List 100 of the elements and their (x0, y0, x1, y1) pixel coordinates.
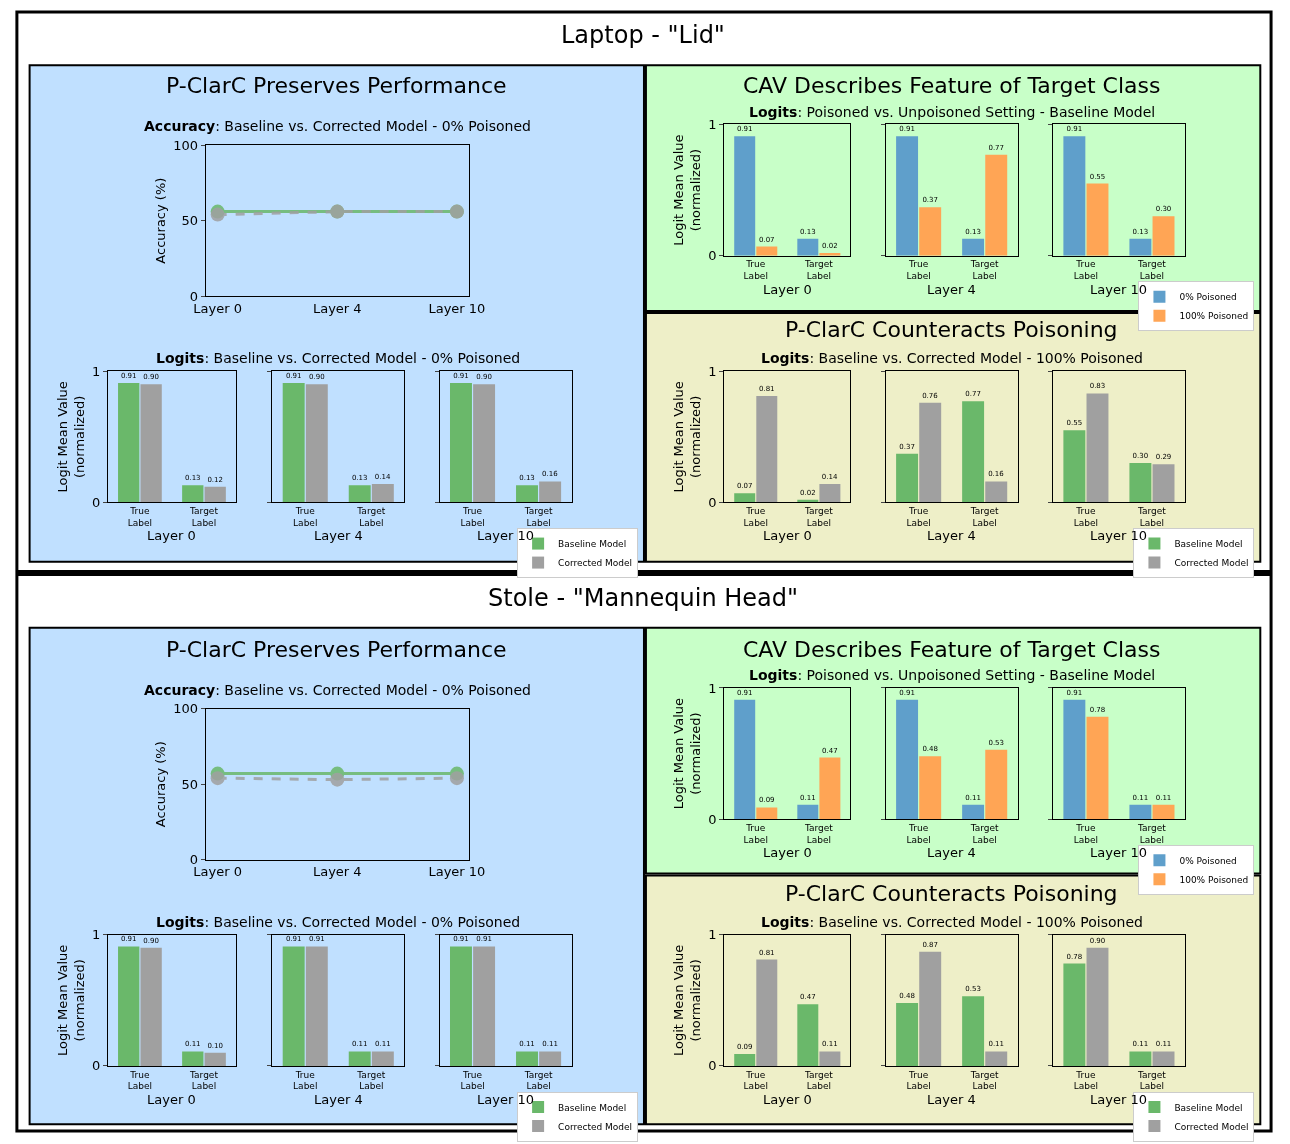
x-tick-label: True Label (906, 259, 931, 282)
y-tick-label: 1 (708, 116, 717, 132)
x-tick-label: Target Label (1137, 259, 1167, 282)
chart-title: Accuracy: Baseline vs. Corrected Model - 0% Poisoned (144, 118, 531, 134)
y-axis-title: Accuracy (%) (153, 177, 169, 264)
y-tick-label: 50 (181, 776, 199, 792)
y-tick-label: 0 (708, 811, 717, 827)
x-axis-title: Layer 0 (763, 845, 812, 860)
text: P-ClarC Preserves Performance (166, 637, 507, 662)
legend-label: Baseline Model (558, 539, 627, 550)
x-tick-label: Target Label (523, 506, 553, 528)
x-tick-label: Target Label (1137, 1069, 1167, 1092)
x-tick-label: Target Label (969, 506, 1000, 528)
x-axis-title: Layer 10 (1090, 528, 1147, 543)
x-axis-title: Layer 0 (763, 282, 812, 297)
legend-label: 0% Poisoned (1179, 292, 1237, 303)
x-axis-title: Layer 4 (927, 845, 976, 860)
x-tick-label: Layer 4 (312, 300, 362, 316)
y-axis-title: Logit Mean Value (normalized) (55, 944, 87, 1056)
x-tick-label: True Label (743, 823, 768, 845)
x-tick-label: True Label (1073, 823, 1099, 845)
text: P-ClarC Counteracts Poisoning (785, 881, 1118, 906)
x-tick-label: Target Label (356, 1069, 386, 1092)
chart-title: Logits: Baseline vs. Corrected Model - 100% Poisoned (761, 350, 1143, 366)
x-axis-title: Layer 4 (314, 1092, 363, 1107)
x-axis-title: Layer 0 (147, 1092, 196, 1107)
x-tick-label: Target Label (969, 259, 1000, 282)
legend-label: 0% Poisoned (1179, 855, 1237, 866)
legend-label: Corrected Model (1174, 558, 1249, 569)
y-tick-label: 0 (708, 248, 717, 264)
x-tick-label: True Label (743, 506, 768, 528)
y-tick-label: 0 (708, 494, 717, 510)
y-tick-label: 1 (708, 680, 717, 696)
legend-label: 100% Poisoned (1179, 311, 1249, 322)
legend-label: Corrected Model (558, 1121, 633, 1132)
x-tick-label: Target Label (803, 1069, 834, 1092)
chart-title: Logits: Baseline vs. Corrected Model - 0% Poisoned (156, 350, 521, 366)
y-tick-label: 0 (91, 1058, 101, 1074)
x-tick-label: True Label (293, 1069, 318, 1092)
text: Stole - "Mannequin Head" (488, 584, 799, 612)
y-axis-title: Logit Mean Value (normalized) (671, 944, 704, 1056)
text: CAV Describes Feature of Target Class (743, 637, 1161, 662)
x-tick-label: True Label (906, 1069, 931, 1092)
x-tick-label: Target Label (969, 1069, 1000, 1092)
y-axis-title: Logit Mean Value (normalized) (671, 134, 704, 246)
x-tick-label: Target Label (189, 506, 219, 528)
x-axis-title: Layer 0 (763, 528, 812, 543)
x-tick-label: True Label (906, 506, 931, 528)
y-tick-label: 1 (91, 927, 101, 943)
y-tick-label: 0 (91, 494, 101, 510)
legend-label: Baseline Model (558, 1102, 627, 1113)
x-tick-label: Layer 10 (428, 864, 486, 880)
x-tick-label: Layer 4 (312, 864, 362, 880)
x-tick-label: True Label (293, 506, 318, 528)
x-tick-label: Target Label (1137, 506, 1167, 528)
x-axis-title: Layer 10 (1090, 1092, 1147, 1107)
y-tick-label: 100 (173, 701, 199, 717)
y-axis-title: Logit Mean Value (normalized) (671, 381, 704, 493)
text: Laptop - "Lid" (561, 21, 725, 49)
y-tick-label: 1 (708, 363, 717, 379)
x-tick-label: Target Label (803, 823, 834, 845)
x-axis-title: Layer 0 (147, 528, 196, 543)
x-tick-label: True Label (1073, 506, 1099, 528)
chart-title: Logits: Poisoned vs. Unpoisoned Setting - Baseline Model (749, 667, 1156, 683)
x-axis-title: Layer 0 (763, 1092, 812, 1107)
chart-title: Logits: Baseline vs. Corrected Model - 100% Poisoned (761, 914, 1143, 930)
x-axis-title: Layer 4 (927, 282, 976, 297)
x-axis-title: Layer 10 (477, 528, 534, 543)
chart-title: Logits: Baseline vs. Corrected Model - 0% Poisoned (156, 914, 521, 930)
x-axis-title: Layer 10 (1090, 845, 1147, 860)
y-tick-label: 100 (173, 137, 199, 153)
y-tick-label: 0 (708, 1058, 717, 1074)
text: P-ClarC Counteracts Poisoning (785, 317, 1118, 342)
text: P-ClarC Preserves Performance (166, 73, 507, 98)
x-tick-label: Target Label (803, 506, 834, 528)
x-tick-label: True Label (127, 1069, 153, 1092)
x-tick-label: True Label (743, 1069, 768, 1092)
legend-label: Baseline Model (1174, 539, 1243, 550)
y-axis-title: Accuracy (%) (153, 741, 169, 828)
y-tick-label: 1 (708, 927, 717, 943)
x-tick-label: Target Label (523, 1069, 553, 1092)
legend-label: Corrected Model (558, 558, 633, 569)
y-tick-label: 1 (91, 363, 101, 379)
x-tick-label: Target Label (1137, 823, 1167, 845)
x-axis-title: Layer 4 (927, 1092, 976, 1107)
x-tick-label: True Label (460, 1069, 485, 1092)
x-tick-label: Target Label (356, 506, 386, 528)
text: CAV Describes Feature of Target Class (743, 73, 1161, 98)
x-tick-label: True Label (127, 506, 153, 528)
x-tick-label: Target Label (969, 823, 1000, 845)
chart-title: Accuracy: Baseline vs. Corrected Model - 0% Poisoned (144, 682, 531, 698)
x-tick-label: True Label (1073, 259, 1099, 282)
legend-label: 100% Poisoned (1179, 874, 1249, 885)
y-axis-title: Logit Mean Value (normalized) (55, 381, 87, 493)
y-axis-title: Logit Mean Value (normalized) (671, 697, 704, 810)
legend-label: Corrected Model (1174, 1121, 1249, 1132)
x-tick-label: True Label (1073, 1069, 1099, 1092)
x-axis-title: Layer 4 (314, 528, 363, 543)
x-axis-title: Layer 10 (477, 1092, 534, 1107)
x-tick-label: Target Label (189, 1069, 219, 1092)
